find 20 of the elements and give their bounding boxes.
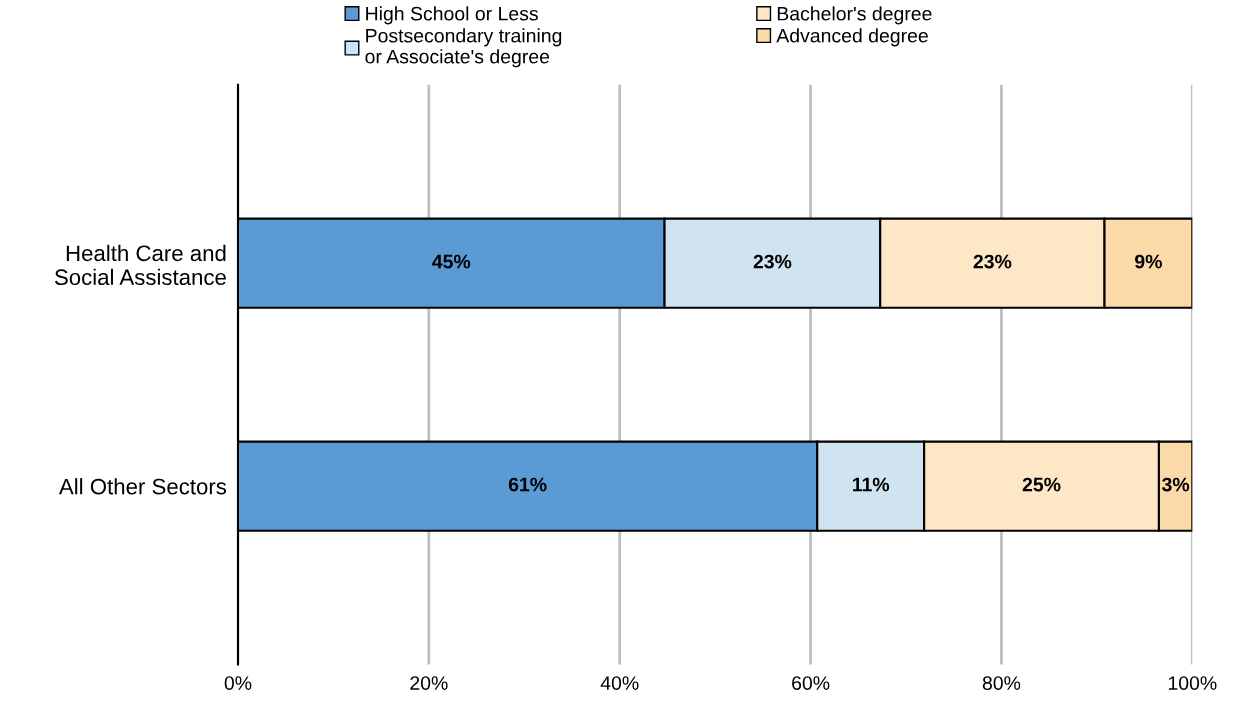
x-tick-label: 80% <box>982 676 1021 690</box>
data-label: 11% <box>853 477 890 492</box>
data-label: 45% <box>432 254 471 269</box>
legend-label: Advanced degree <box>776 28 928 47</box>
data-label: 3% <box>1162 477 1190 492</box>
x-tick-label: 100% <box>1168 676 1217 690</box>
x-tick-label: 40% <box>600 676 639 690</box>
legend-label: Bachelor's degree <box>777 6 932 25</box>
legend-label: High School or Less <box>366 6 538 25</box>
x-tick-label: 0% <box>224 676 252 690</box>
x-tick-label: 60% <box>792 676 830 690</box>
data-label: 61% <box>508 477 547 492</box>
x-tick-label: 20% <box>410 676 448 690</box>
data-label: 23% <box>973 254 1012 269</box>
data-label: 23% <box>753 254 792 269</box>
data-label: 25% <box>1022 477 1061 492</box>
data-label: 9% <box>1135 254 1162 269</box>
y-tick-label: Health Care and Social Assistance <box>54 244 226 286</box>
legend-label: Postsecondary training or Associate's degree <box>365 28 562 68</box>
y-tick-label: All Other Sectors <box>58 478 227 495</box>
